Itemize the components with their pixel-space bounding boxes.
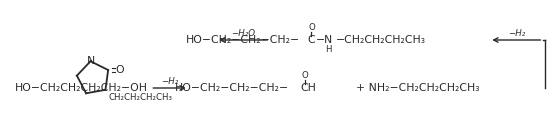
Text: −CH₂CH₂CH₂CH₃: −CH₂CH₂CH₂CH₃ bbox=[336, 35, 426, 45]
Text: −H₂: −H₂ bbox=[508, 28, 525, 38]
Text: N: N bbox=[86, 56, 95, 66]
Text: CH: CH bbox=[301, 83, 316, 93]
Text: −: − bbox=[316, 35, 325, 45]
Text: HO−CH₂−CH₂−CH₂−: HO−CH₂−CH₂−CH₂− bbox=[175, 83, 289, 93]
Text: HO−CH₂−CH₂−CH₂−: HO−CH₂−CH₂−CH₂− bbox=[185, 35, 300, 45]
Text: + NH₂−CH₂CH₂CH₂CH₃: + NH₂−CH₂CH₂CH₂CH₃ bbox=[356, 83, 479, 93]
Text: HO−CH₂CH₂CH₂CH₂−OH: HO−CH₂CH₂CH₂CH₂−OH bbox=[15, 83, 148, 93]
Text: O: O bbox=[115, 65, 124, 75]
Text: C: C bbox=[307, 35, 315, 45]
Text: H: H bbox=[325, 45, 332, 55]
Text: CH₂CH₂CH₂CH₃: CH₂CH₂CH₂CH₃ bbox=[108, 92, 172, 102]
Text: −H₂: −H₂ bbox=[161, 76, 178, 86]
Text: O: O bbox=[308, 24, 315, 33]
Text: −H₂O: −H₂O bbox=[231, 28, 255, 38]
Text: N: N bbox=[324, 35, 332, 45]
Text: O: O bbox=[301, 71, 308, 81]
